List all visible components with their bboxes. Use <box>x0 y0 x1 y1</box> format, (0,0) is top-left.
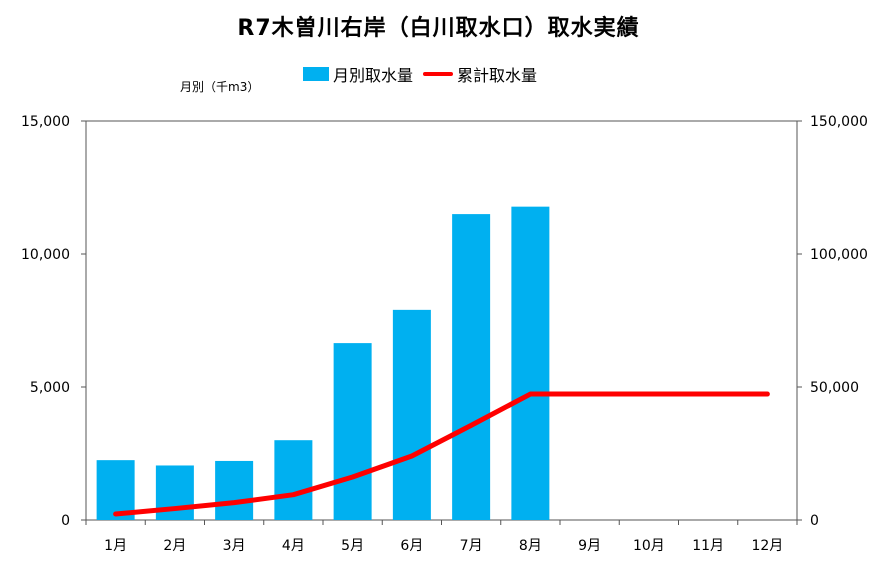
x-tick-label: 1月 <box>104 538 127 554</box>
y-right-tick-label: 50,000 <box>810 380 859 396</box>
x-tick-label: 12月 <box>751 538 783 554</box>
y-left-tick-label: 15,000 <box>21 114 70 130</box>
legend-label-monthly: 月別取水量 <box>333 66 414 85</box>
y-right-tick-label: 100,000 <box>810 247 868 263</box>
bar-monthly <box>215 460 254 520</box>
bar-monthly <box>333 343 372 520</box>
bar-monthly <box>274 440 313 520</box>
x-tick-label: 11月 <box>692 538 724 554</box>
legend-item-cumulative: 累計取水量 <box>423 62 537 86</box>
bar-monthly <box>96 460 135 520</box>
bar-monthly <box>452 214 491 520</box>
x-tick-label: 4月 <box>282 538 305 554</box>
line-cumulative <box>113 391 770 517</box>
x-tick-label: 6月 <box>400 538 423 554</box>
x-tick-label: 2月 <box>163 538 186 554</box>
y-left-tick-label: 10,000 <box>21 247 70 263</box>
legend: 月別取水量 累計取水量 <box>303 62 547 86</box>
unit-label: 月別（千m3） <box>180 80 260 94</box>
bar-monthly <box>392 309 431 520</box>
x-tick-label: 9月 <box>578 538 601 554</box>
legend-swatch-cumulative <box>423 72 454 76</box>
x-tick-label: 10月 <box>633 538 665 554</box>
legend-label-cumulative: 累計取水量 <box>457 66 538 85</box>
x-tick-label: 3月 <box>223 538 246 554</box>
x-tick-label: 8月 <box>519 538 542 554</box>
y-right-tick-label: 150,000 <box>810 114 868 130</box>
chart-title: R7木曽川右岸（白川取水口）取水実績 <box>237 16 640 41</box>
y-left-tick-label: 0 <box>61 513 70 529</box>
x-tick-label: 5月 <box>341 538 364 554</box>
y-right-tick-label: 0 <box>810 513 819 529</box>
legend-swatch-monthly <box>303 67 329 81</box>
x-tick-label: 7月 <box>460 538 483 554</box>
bar-monthly <box>511 206 550 521</box>
legend-item-monthly: 月別取水量 <box>303 62 413 86</box>
y-left-tick-label: 5,000 <box>30 380 70 396</box>
